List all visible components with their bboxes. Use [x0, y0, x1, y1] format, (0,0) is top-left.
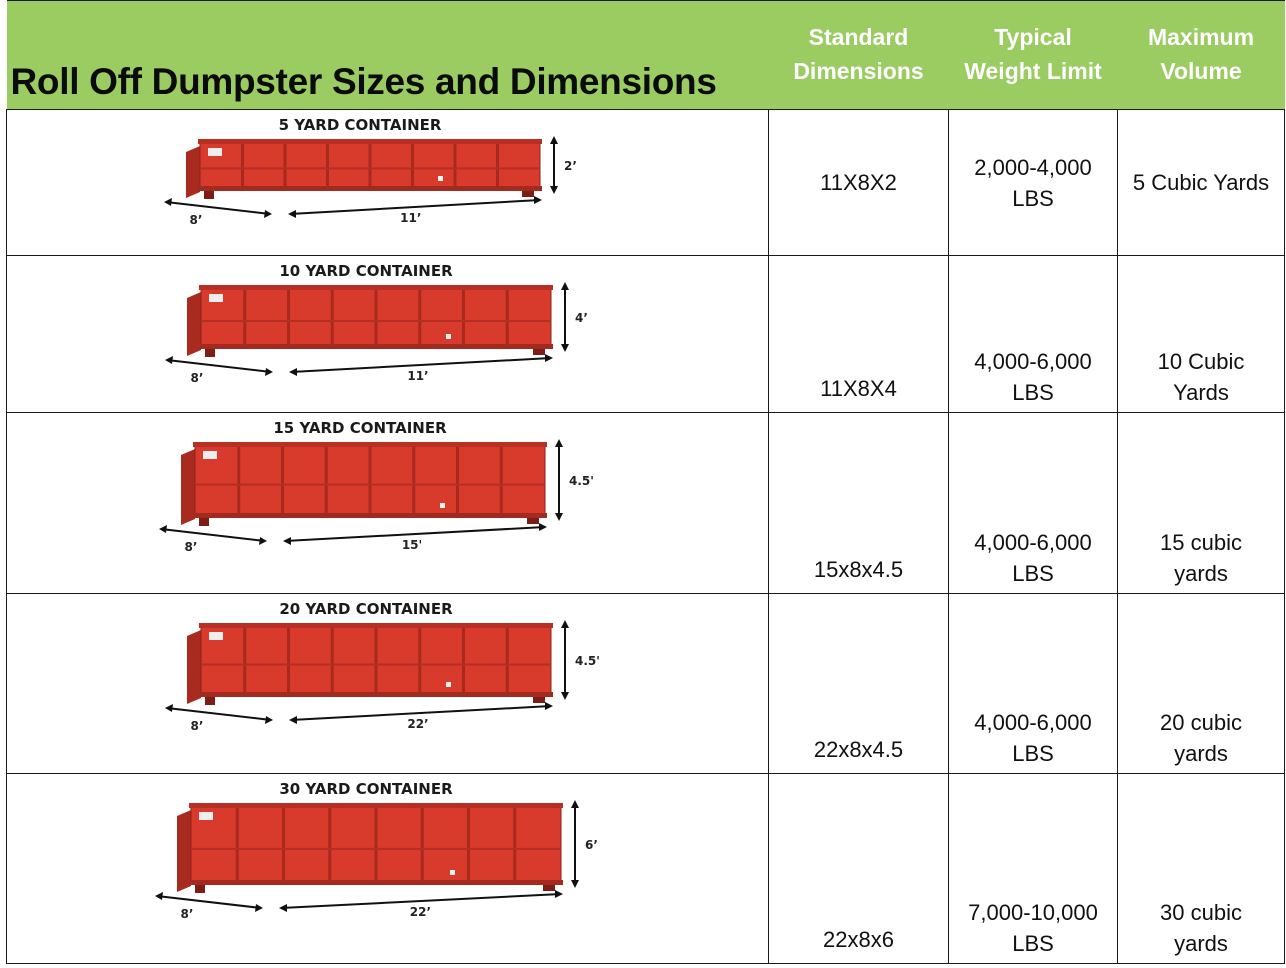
max-volume-line: yards: [1174, 741, 1228, 766]
table-row: 5 YARD CONTAINER 2’ 8’ 11’ 11X8X2 2,000-4,000…: [6, 109, 1285, 256]
max-volume-cell: 30 cubic yards: [1117, 773, 1285, 964]
container-caption: 15 YARD CONTAINER: [273, 419, 447, 437]
length-label: 11’: [407, 369, 428, 383]
header-standard-dimensions: Standard Dimensions: [793, 24, 924, 84]
height-arrow: [560, 620, 569, 700]
height-label: 2’: [564, 159, 577, 173]
length-arrow: [288, 702, 553, 724]
container-caption: 10 YARD CONTAINER: [279, 262, 453, 280]
length-label: 11’: [400, 211, 421, 225]
header-weight-limit: Typical Weight Limit: [964, 24, 1102, 84]
width-arrow: [154, 892, 263, 912]
table-row: 30 YARD CONTAINER 6’ 8’ 22’ 22x8x6 7,000-10,0…: [6, 773, 1285, 964]
max-volume-line: yards: [1174, 561, 1228, 586]
container-image-cell: 15 YARD CONTAINER 4.5' 8’ 15': [6, 412, 769, 594]
max-volume-line: yards: [1174, 931, 1228, 956]
red-container: [176, 803, 563, 893]
height-arrow: [560, 282, 569, 352]
length-arrow: [282, 523, 547, 545]
length-label: 15': [401, 538, 421, 552]
weight-limit-line: LBS: [1012, 741, 1054, 766]
red-container: [186, 623, 553, 705]
header-maximum-volume: Maximum Volume: [1147, 24, 1255, 84]
max-volume-line: Yards: [1173, 380, 1229, 405]
height-label: 4.5': [575, 654, 600, 668]
length-label: 22’: [407, 717, 428, 731]
container-illustration: 5 YARD CONTAINER 2’ 8’ 11’: [163, 116, 577, 227]
width-label: 8’: [190, 371, 203, 385]
length-label: 22’: [409, 905, 430, 919]
table-row: 10 YARD CONTAINER 4’ 8’ 11’ 11X8X4 4,000-6,00…: [6, 255, 1285, 413]
container-illustration: 15 YARD CONTAINER 4.5' 8’ 15': [158, 419, 594, 554]
max-volume-cell: 15 cubic yards: [1117, 412, 1285, 594]
max-volume-cell: 10 Cubic Yards: [1117, 255, 1285, 413]
weight-limit-line: LBS: [1012, 561, 1054, 586]
width-arrow: [163, 198, 272, 218]
max-volume-cell: 20 cubic yards: [1117, 593, 1285, 774]
max-volume-line: 20 cubic: [1160, 710, 1242, 735]
weight-limit-line: 2,000-4,000: [974, 154, 1092, 180]
dimensions-cell: 15x8x4.5: [768, 412, 949, 594]
container-caption: 30 YARD CONTAINER: [279, 780, 453, 798]
dumpster-size-table: Roll Off Dumpster Sizes and Dimensions S…: [6, 0, 1285, 964]
width-arrow: [158, 525, 267, 545]
weight-limit-line: LBS: [1012, 185, 1054, 211]
container-illustration: 20 YARD CONTAINER 4.5' 8’ 22’: [164, 600, 600, 733]
height-arrow: [549, 136, 558, 194]
max-volume-line: 30 cubic: [1160, 900, 1242, 925]
container-caption: 20 YARD CONTAINER: [279, 600, 453, 618]
header-row: Roll Off Dumpster Sizes and Dimensions S…: [6, 0, 1285, 110]
dimensions-cell: 11X8X2: [768, 109, 949, 256]
weight-limit-line: 4,000-6,000: [974, 530, 1092, 555]
max-volume-line: 15 cubic: [1160, 530, 1242, 555]
table-row: 20 YARD CONTAINER 4.5' 8’ 22’ 22x8x4.5 4,000-…: [6, 593, 1285, 774]
width-arrow: [164, 356, 273, 376]
length-arrow: [288, 354, 553, 376]
width-arrow: [164, 704, 273, 724]
max-volume-line: 10 Cubic: [1157, 349, 1245, 374]
weight-limit-line: 4,000-6,000: [974, 710, 1092, 735]
weight-limit-cell: 7,000-10,000 LBS: [948, 773, 1118, 964]
container-illustration: 30 YARD CONTAINER 6’ 8’ 22’: [154, 780, 598, 921]
dimensions-cell: 22x8x6: [768, 773, 949, 964]
width-label: 8’: [184, 540, 197, 554]
width-label: 8’: [180, 907, 193, 921]
height-arrow: [570, 800, 579, 888]
weight-limit-cell: 4,000-6,000 LBS: [948, 593, 1118, 774]
red-container: [186, 285, 553, 357]
container-image-cell: 5 YARD CONTAINER 2’ 8’ 11’: [6, 109, 769, 256]
max-volume-cell: 5 Cubic Yards: [1117, 109, 1285, 256]
container-image-cell: 20 YARD CONTAINER 4.5' 8’ 22’: [6, 593, 769, 774]
page-title: Roll Off Dumpster Sizes and Dimensions: [10, 61, 717, 102]
container-illustration: 10 YARD CONTAINER 4’ 8’ 11’: [164, 262, 588, 385]
table-row: 15 YARD CONTAINER 4.5' 8’ 15' 15x8x4.5 4,000-…: [6, 412, 1285, 594]
weight-limit-cell: 4,000-6,000 LBS: [948, 255, 1118, 413]
height-arrow: [554, 439, 563, 521]
dimensions-cell: 11X8X4: [768, 255, 949, 413]
weight-limit-cell: 2,000-4,000 LBS: [948, 109, 1118, 256]
dimensions-cell: 22x8x4.5: [768, 593, 949, 774]
red-container: [185, 139, 542, 199]
width-label: 8’: [189, 213, 202, 227]
container-image-cell: 30 YARD CONTAINER 6’ 8’ 22’: [6, 773, 769, 964]
max-volume-line: 5 Cubic Yards: [1132, 170, 1270, 195]
weight-limit-line: LBS: [1012, 931, 1054, 956]
width-label: 8’: [190, 719, 203, 733]
height-label: 4’: [575, 311, 588, 325]
length-arrow: [278, 890, 563, 912]
red-container: [180, 442, 547, 526]
weight-limit-line: LBS: [1012, 380, 1054, 405]
container-image-cell: 10 YARD CONTAINER 4’ 8’ 11’: [6, 255, 769, 413]
weight-limit-line: 4,000-6,000: [974, 349, 1092, 374]
height-label: 4.5': [569, 474, 594, 488]
length-arrow: [287, 196, 542, 218]
container-caption: 5 YARD CONTAINER: [278, 116, 441, 134]
weight-limit-cell: 4,000-6,000 LBS: [948, 412, 1118, 594]
weight-limit-line: 7,000-10,000: [968, 900, 1098, 925]
height-label: 6’: [585, 838, 598, 852]
